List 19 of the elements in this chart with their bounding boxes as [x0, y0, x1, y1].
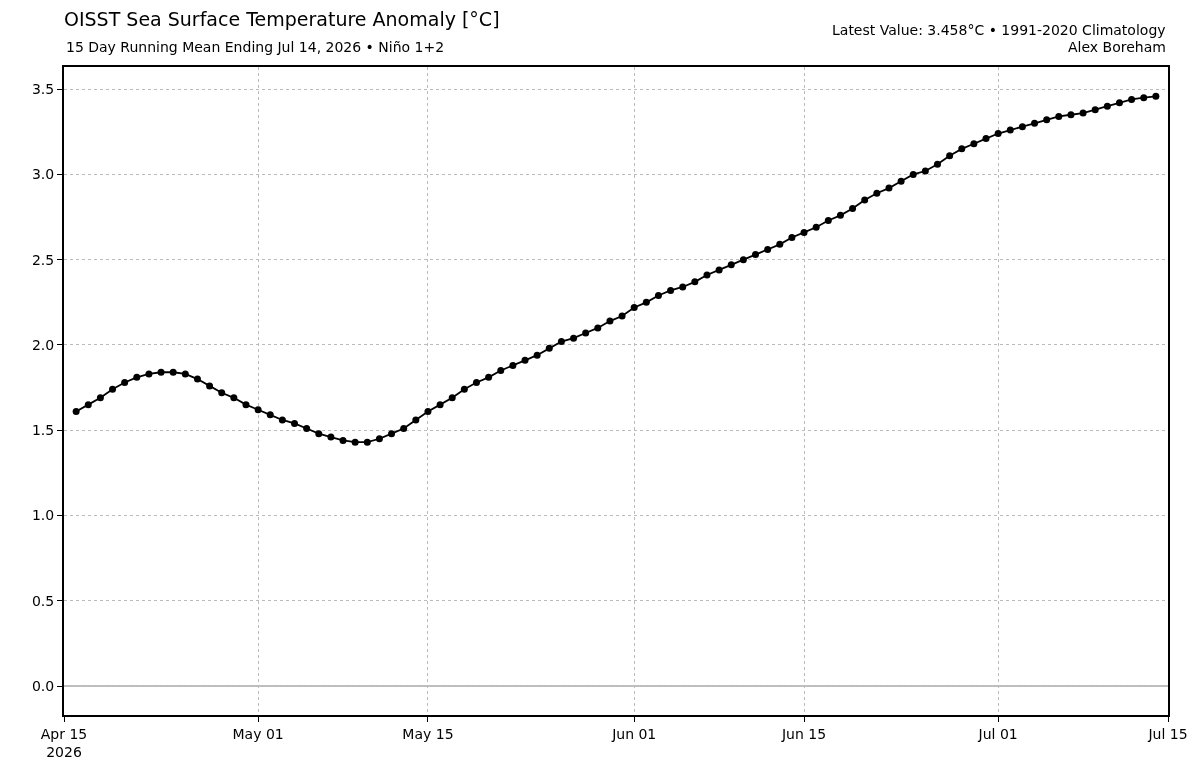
y-tick-label: 3.5 — [31, 81, 55, 98]
y-tick-label: 2.0 — [31, 336, 55, 353]
y-tick-label: 2.5 — [31, 251, 55, 268]
text: Alex Boreham — [1068, 39, 1166, 55]
y-tick-label: 1.0 — [31, 507, 55, 524]
y-tick-label: 0.5 — [31, 592, 55, 609]
y-tick-label: 0.0 — [31, 677, 55, 694]
y-tick-label: 1.5 — [31, 422, 55, 439]
x-tick-label: Apr 15 2026 — [40, 725, 88, 760]
x-tick-label: Jun 01 — [611, 725, 657, 742]
chart-title: OISST Sea Surface Temperature Anomaly [°C] — [64, 7, 500, 30]
y-tick-label: 3.0 — [31, 166, 55, 183]
text: Latest Value: 3.458°C • 1991-2020 Climatology — [832, 22, 1166, 38]
chart-subtitle: 15 Day Running Mean Ending Jul 14, 2026 • Niño 1+2 — [66, 39, 445, 55]
x-tick-label: May 15 — [402, 725, 454, 742]
x-tick-label: Jul 15 — [1147, 725, 1188, 742]
x-tick-label: Jul 01 — [977, 725, 1018, 742]
x-tick-label: Jun 15 — [780, 725, 827, 742]
x-tick-label: May 01 — [232, 725, 284, 742]
